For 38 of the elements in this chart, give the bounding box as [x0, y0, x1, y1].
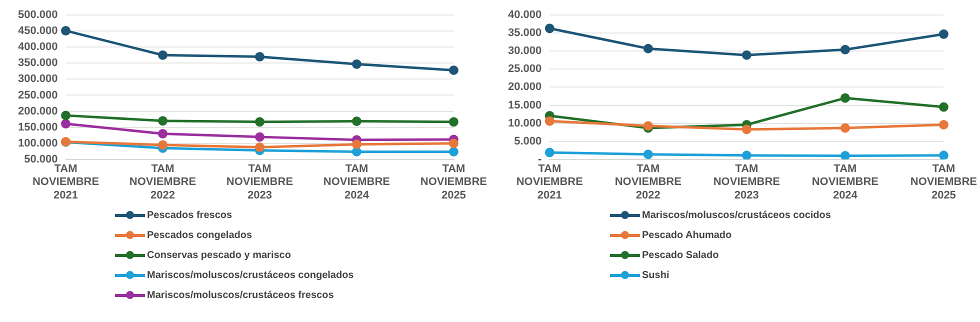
- legend-label: Mariscos/moluscos/crustáceos frescos: [147, 290, 334, 300]
- y-tick-label: 150.000: [18, 121, 58, 134]
- y-tick-label: 500.000: [18, 9, 58, 22]
- x-tick-label: TAM NOVIEMBRE 2022: [129, 163, 196, 202]
- y-tick-label: 25.000: [508, 63, 542, 76]
- legend-label: Mariscos/moluscos/crustáceos congelados: [147, 270, 354, 280]
- legend-label: Pescado Ahumado: [642, 230, 732, 240]
- y-tick-label: 15.000: [508, 99, 542, 112]
- y-tick-label: 10.000: [508, 117, 542, 130]
- y-tick-label: 30.000: [508, 45, 542, 58]
- legend-label: Sushi: [642, 270, 670, 280]
- legend-label: Pescado Salado: [642, 250, 719, 260]
- legend-label: Conservas pescado y marisco: [147, 250, 291, 260]
- x-tick-label: TAM NOVIEMBRE 2024: [323, 163, 390, 202]
- x-tick-label: TAM NOVIEMBRE 2021: [32, 163, 100, 202]
- x-tick-label: TAM NOVIEMBRE 2024: [812, 163, 878, 202]
- y-tick-label: 20.000: [508, 81, 542, 94]
- y-tick-label: 100.000: [18, 137, 58, 150]
- y-tick-label: 300.000: [18, 73, 58, 86]
- y-tick-label: 5.000: [514, 135, 542, 148]
- legend-label: Pescados congelados: [147, 230, 252, 240]
- y-tick-label: 35.000: [508, 27, 542, 40]
- y-tick-label: -: [538, 153, 542, 166]
- legend-label: Mariscos/moluscos/crustáceos cocidos: [642, 210, 831, 220]
- y-tick-label: 400.000: [18, 41, 58, 54]
- x-tick-label: TAM NOVIEMBRE 2021: [516, 163, 583, 202]
- x-tick-label: TAM NOVIEMBRE 2022: [614, 163, 682, 202]
- legend-label: Pescados frescos: [147, 210, 232, 220]
- x-tick-label: TAM NOVIEMBRE 2025: [420, 163, 488, 202]
- y-tick-label: 50.000: [24, 153, 58, 166]
- y-tick-label: 350.000: [18, 57, 58, 70]
- y-tick-label: 450.000: [18, 25, 58, 38]
- y-tick-label: 200.000: [18, 105, 58, 118]
- y-tick-label: 250.000: [18, 89, 58, 102]
- x-tick-label: TAM NOVIEMBRE 2025: [910, 163, 978, 202]
- x-tick-label: TAM NOVIEMBRE 2023: [713, 163, 780, 202]
- y-tick-label: 40.000: [508, 9, 542, 22]
- x-tick-label: TAM NOVIEMBRE 2023: [226, 163, 294, 202]
